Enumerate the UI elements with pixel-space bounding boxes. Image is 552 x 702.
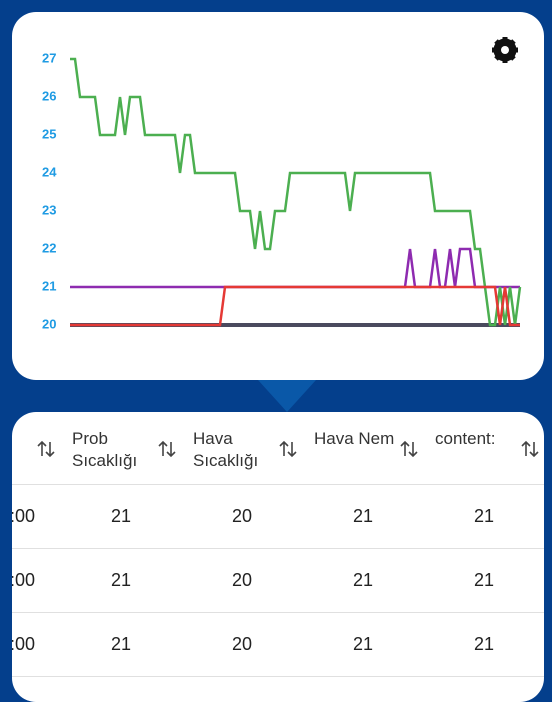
column-header: Hava Sıcaklığı <box>193 429 259 470</box>
y-tick-label: 21 <box>42 278 56 293</box>
table-cell: 21 <box>352 570 374 590</box>
column-header: Hava Nem <box>314 429 395 448</box>
y-tick-label: 24 <box>42 164 57 179</box>
table-cell: 20 <box>231 506 253 526</box>
chart-card: 20 21 22 23 24 25 26 27 <box>12 12 544 380</box>
table-card: Prob Sıcaklığı Hava Sıcaklığı Hava Nem cont… <box>12 412 544 702</box>
table-cell: 20 <box>231 570 253 590</box>
row-divider <box>12 548 544 549</box>
y-tick-label: 26 <box>42 88 56 103</box>
sort-icon[interactable] <box>277 438 299 460</box>
table-cell: 21 <box>110 506 132 526</box>
table-cell: 0:00 <box>12 634 36 654</box>
table-cell: 21 <box>352 634 374 654</box>
row-divider <box>12 612 544 613</box>
sort-icon[interactable] <box>398 438 420 460</box>
table-cell: 21 <box>110 570 132 590</box>
y-tick-label: 22 <box>42 240 56 255</box>
line-series <box>70 57 522 327</box>
table-cell: 21 <box>473 634 495 654</box>
sort-icon[interactable] <box>156 438 178 460</box>
chart: 20 21 22 23 24 25 26 27 <box>42 37 522 331</box>
table-cell: 21 <box>110 634 132 654</box>
table-cell: 21 <box>473 506 495 526</box>
line-series <box>70 247 520 289</box>
y-tick-label: 27 <box>42 50 56 65</box>
y-tick-label: 23 <box>42 202 56 217</box>
y-tick-label: 20 <box>42 316 56 331</box>
pointer-layer <box>258 380 316 412</box>
column-header: Prob Sıcaklığı <box>72 429 138 470</box>
column-header: content: <box>435 429 496 448</box>
pointer <box>258 380 316 412</box>
settings-icon[interactable] <box>492 37 518 63</box>
table-cell: 20 <box>231 634 253 654</box>
table-cell: 21 <box>352 506 374 526</box>
sort-icon[interactable] <box>519 438 541 460</box>
row-divider <box>12 484 544 485</box>
table-cell: 0:00 <box>12 570 36 590</box>
table-cell: 0:00 <box>12 506 36 526</box>
table-cell: 21 <box>473 570 495 590</box>
line-series <box>70 285 520 327</box>
row-divider <box>12 676 544 677</box>
page: 20 21 22 23 24 25 26 27 Prob Sıcaklığı Hava Sıca… <box>12 12 544 702</box>
sort-icon[interactable] <box>35 438 57 460</box>
y-tick-label: 25 <box>42 126 56 141</box>
